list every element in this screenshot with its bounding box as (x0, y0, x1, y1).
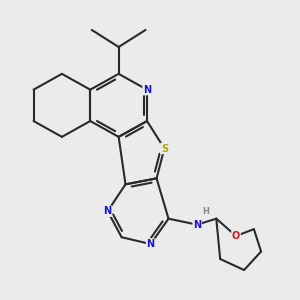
Text: S: S (161, 143, 168, 154)
Text: N: N (143, 85, 151, 95)
Text: H: H (202, 207, 209, 216)
Text: N: N (103, 206, 112, 216)
Text: N: N (193, 220, 201, 230)
Text: N: N (146, 239, 155, 249)
Text: O: O (232, 231, 240, 241)
